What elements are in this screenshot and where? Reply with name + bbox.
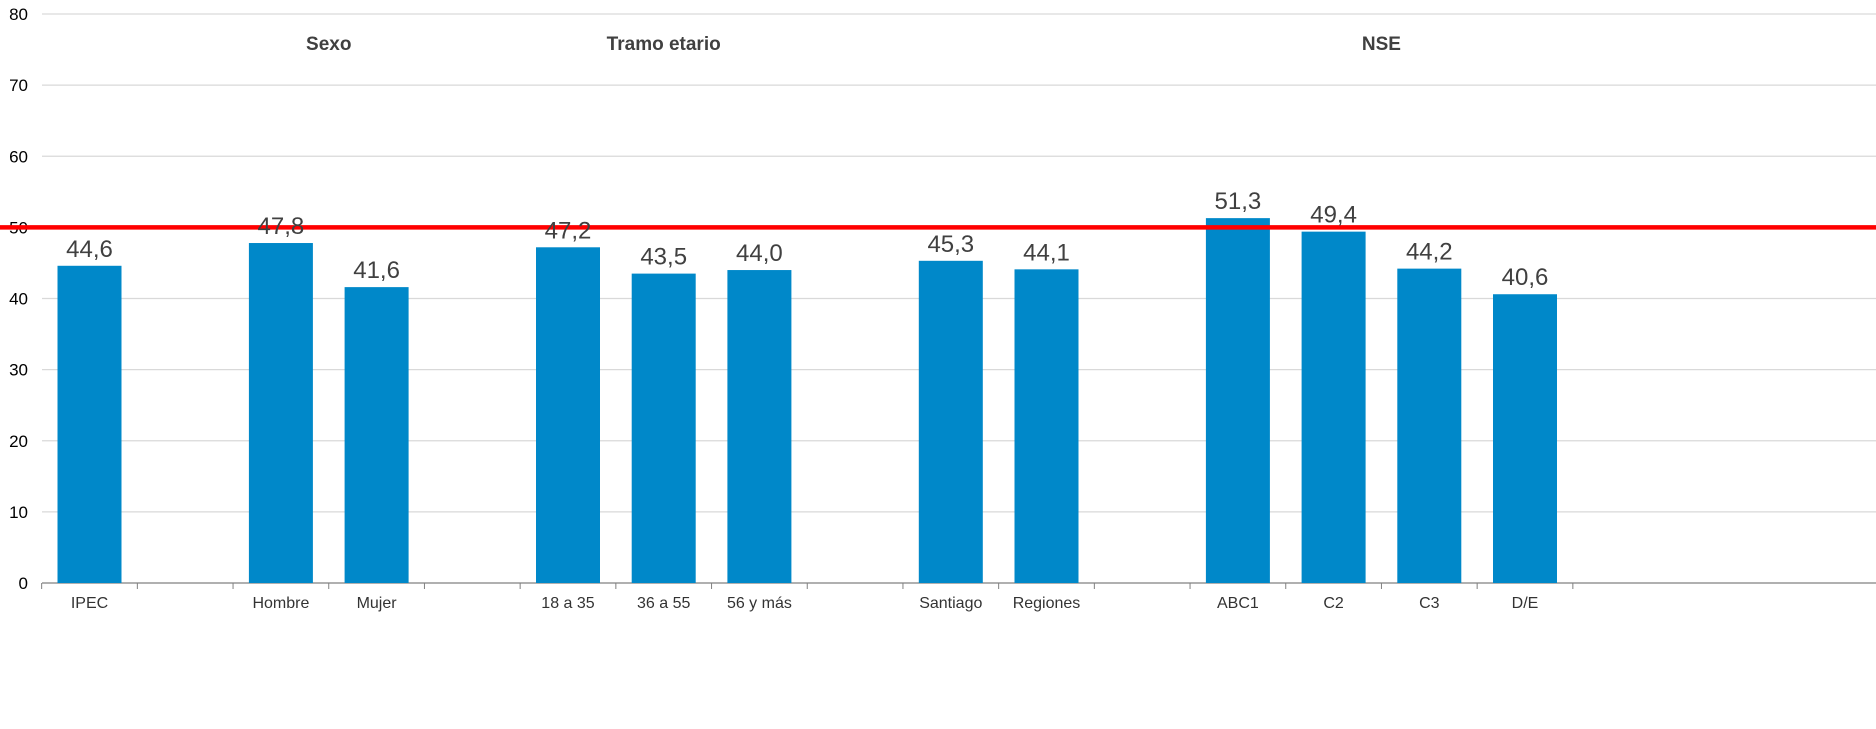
x-tick-label: ABC1 bbox=[1217, 595, 1259, 612]
group-label: Sexo bbox=[306, 34, 351, 55]
bar bbox=[344, 287, 409, 583]
bar bbox=[918, 260, 983, 583]
bars bbox=[57, 218, 1557, 584]
y-tick-label: 40 bbox=[9, 290, 28, 309]
bar bbox=[1301, 231, 1366, 583]
x-tick-label: Hombre bbox=[252, 595, 309, 612]
x-tick-label: 36 a 55 bbox=[637, 595, 690, 612]
bar bbox=[1205, 218, 1270, 583]
y-axis-ticks: 01020304050607080 bbox=[9, 5, 28, 593]
data-label: 47,8 bbox=[258, 213, 305, 240]
x-tick-label: C2 bbox=[1323, 595, 1344, 612]
group-label: NSE bbox=[1362, 34, 1401, 55]
x-tick-label: Santiago bbox=[919, 595, 982, 612]
y-tick-label: 30 bbox=[9, 361, 28, 380]
data-label: 44,1 bbox=[1023, 239, 1070, 266]
data-label: 41,6 bbox=[353, 257, 400, 284]
x-tick-label: 18 a 35 bbox=[541, 595, 594, 612]
x-tick-label: 56 y más bbox=[727, 595, 792, 612]
bar bbox=[1397, 268, 1462, 583]
y-tick-label: 70 bbox=[9, 76, 28, 95]
y-tick-label: 0 bbox=[19, 574, 28, 593]
data-label: 44,0 bbox=[736, 240, 783, 267]
bar bbox=[1493, 294, 1557, 583]
data-label: 44,2 bbox=[1406, 239, 1453, 266]
x-axis bbox=[41, 582, 1876, 589]
y-tick-label: 60 bbox=[9, 147, 28, 166]
bar bbox=[57, 265, 122, 583]
bar bbox=[536, 247, 600, 584]
data-label: 44,6 bbox=[66, 236, 113, 263]
x-tick-label: C3 bbox=[1419, 595, 1440, 612]
x-tick-label: IPEC bbox=[71, 595, 108, 612]
bar bbox=[248, 243, 313, 583]
y-tick-label: 80 bbox=[9, 5, 28, 24]
data-label: 40,6 bbox=[1502, 264, 1549, 291]
data-label: 43,5 bbox=[640, 244, 687, 271]
data-label: 47,2 bbox=[545, 217, 592, 244]
data-label: 49,4 bbox=[1310, 202, 1357, 229]
group-label: Tramo etario bbox=[607, 34, 721, 55]
data-label: 51,3 bbox=[1215, 188, 1262, 215]
bar bbox=[727, 270, 792, 583]
bar bbox=[1014, 269, 1079, 583]
x-tick-label: D/E bbox=[1512, 595, 1539, 612]
y-tick-label: 10 bbox=[9, 503, 28, 522]
x-axis-labels: IPEC Hombre Mujer 18 a 35 36 a 55 56 y más San… bbox=[71, 595, 1539, 612]
x-tick-label: Regiones bbox=[1013, 595, 1081, 612]
x-tick-label: Mujer bbox=[357, 595, 398, 612]
value-labels: 44,6 47,8 41,6 47,2 43,5 44,0 45,3 44,1 51,3 49,4… bbox=[66, 188, 1548, 291]
group-labels: Sexo Tramo etario NSE bbox=[306, 34, 1401, 55]
bar bbox=[631, 273, 696, 583]
y-tick-label: 20 bbox=[9, 432, 28, 451]
data-label: 45,3 bbox=[927, 231, 974, 258]
